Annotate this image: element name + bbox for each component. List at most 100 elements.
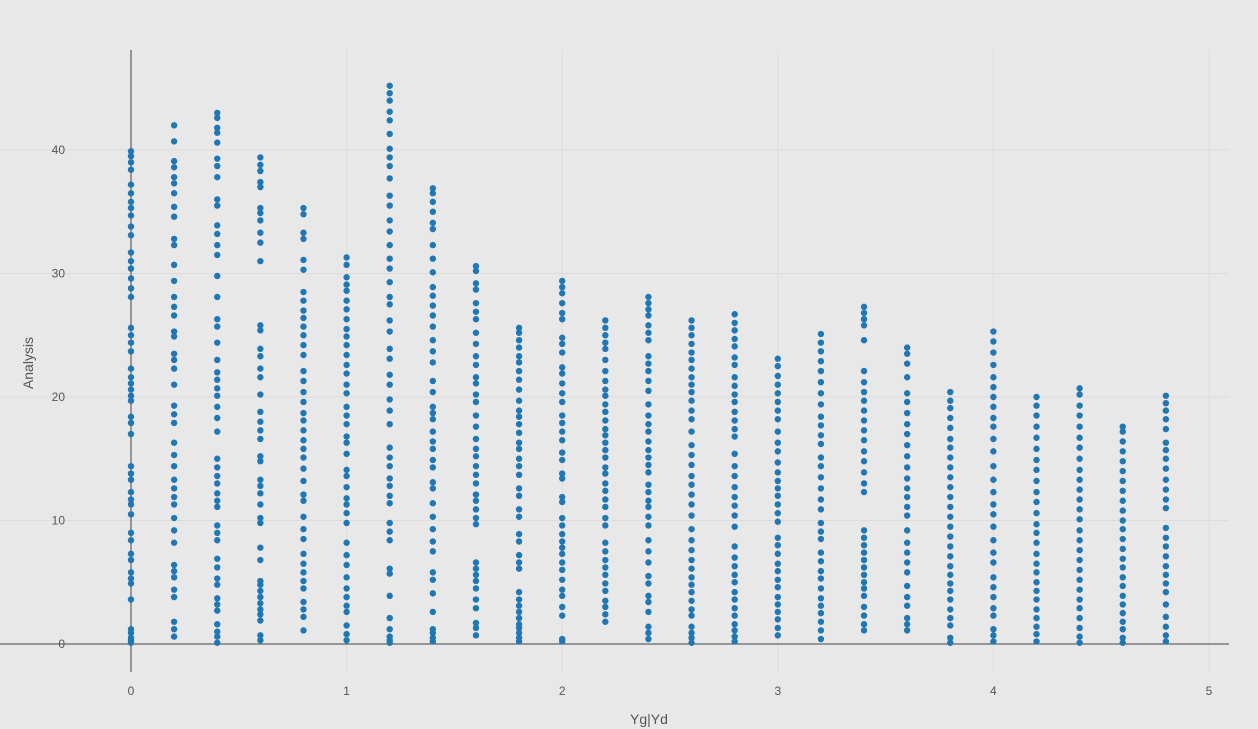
data-point (515, 413, 523, 420)
data-point (472, 286, 480, 293)
grid-lines (0, 50, 1229, 672)
data-point (214, 339, 221, 346)
data-point (472, 604, 480, 612)
data-point (214, 428, 221, 435)
data-point (170, 633, 178, 640)
data-point (127, 413, 135, 420)
data-point (170, 356, 178, 364)
data-point (602, 386, 609, 393)
data-point (1119, 618, 1126, 625)
data-point (1162, 524, 1170, 532)
data-point (645, 312, 652, 319)
data-point (817, 348, 825, 355)
data-point (1162, 399, 1170, 407)
data-point (990, 349, 997, 356)
data-point (602, 345, 609, 353)
data-point (860, 448, 868, 455)
data-point (645, 635, 652, 643)
data-point (1162, 504, 1170, 512)
data-point (170, 574, 178, 581)
data-point (170, 303, 178, 311)
data-point (429, 576, 437, 583)
data-point (860, 469, 868, 476)
data-point (903, 503, 911, 511)
data-point (559, 586, 566, 593)
data-point (559, 475, 566, 482)
data-point (515, 614, 523, 622)
data-point (1033, 488, 1040, 496)
data-point (947, 634, 954, 642)
data-point (300, 497, 307, 504)
data-point (214, 639, 221, 646)
data-point (515, 608, 523, 616)
data-point (214, 581, 221, 588)
data-point (472, 267, 480, 275)
data-point (386, 633, 393, 640)
data-point (645, 336, 652, 344)
data-point (472, 571, 480, 579)
data-point (688, 472, 695, 480)
data-point (860, 336, 868, 344)
data-point (386, 592, 393, 600)
data-point (731, 354, 738, 361)
data-point (472, 497, 480, 504)
data-point (472, 619, 480, 627)
data-point (990, 374, 997, 381)
data-point (515, 506, 523, 513)
data-point (817, 575, 825, 582)
data-point (257, 617, 264, 624)
data-point (774, 624, 781, 632)
data-point (731, 472, 738, 480)
data-point (602, 514, 609, 522)
data-point (386, 396, 393, 403)
data-point (386, 462, 393, 470)
data-point (386, 345, 393, 353)
data-point (343, 351, 350, 359)
data-point (947, 388, 954, 396)
data-point (903, 350, 911, 357)
data-point (300, 606, 307, 613)
data-point (559, 283, 566, 291)
data-point (214, 414, 221, 422)
data-point (688, 332, 695, 339)
data-point (300, 560, 307, 567)
data-point (429, 445, 437, 453)
data-point (688, 356, 695, 364)
data-point (990, 462, 997, 470)
data-point (903, 559, 911, 566)
data-point (515, 324, 523, 332)
data-point (602, 408, 609, 416)
data-point (559, 603, 566, 611)
x-tick-label: 2 (559, 684, 566, 698)
data-point (515, 397, 523, 404)
data-point (515, 329, 523, 336)
data-point (817, 506, 825, 513)
data-point (1033, 614, 1040, 622)
data-point (559, 514, 566, 522)
data-point (688, 428, 695, 435)
data-point (860, 564, 868, 571)
data-point (127, 625, 135, 633)
data-point (472, 491, 480, 498)
data-point (386, 154, 393, 161)
data-point (170, 402, 178, 409)
data-point (1033, 606, 1040, 613)
data-point (990, 583, 997, 591)
data-point (429, 409, 437, 417)
data-point (645, 420, 652, 428)
data-point (343, 315, 350, 323)
data-point (257, 490, 264, 497)
data-point (127, 476, 135, 483)
data-point (1076, 624, 1083, 632)
data-point (688, 317, 695, 324)
data-point (1033, 412, 1040, 419)
data-point (214, 369, 221, 376)
data-point (429, 479, 437, 486)
data-point (602, 580, 609, 587)
data-point (386, 492, 393, 499)
data-point (300, 351, 307, 359)
data-point (472, 340, 480, 348)
data-point (386, 528, 393, 535)
data-point (343, 261, 350, 269)
data-point (127, 596, 135, 603)
